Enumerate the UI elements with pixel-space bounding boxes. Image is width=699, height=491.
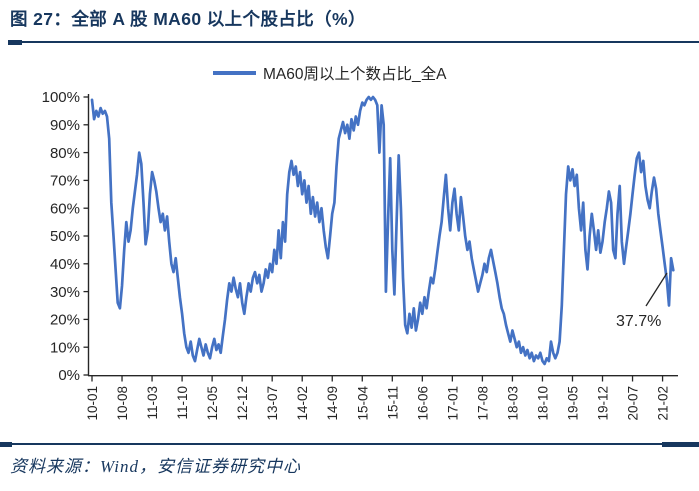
x-tick-label: 15-04 bbox=[355, 386, 370, 421]
y-tick-label: 100% bbox=[42, 89, 80, 106]
x-axis-ticks: 10-01 10-08 11-03 11-10 12-05 12-12 13-07 14-02… bbox=[85, 375, 671, 421]
x-tick-label: 12-05 bbox=[205, 386, 220, 421]
annotation-value-label: 37.7% bbox=[616, 313, 661, 330]
x-tick-label: 18-10 bbox=[535, 386, 550, 421]
y-tick-label: 90% bbox=[50, 117, 80, 134]
x-tick-label: 10-01 bbox=[85, 386, 100, 421]
x-tick-label: 17-01 bbox=[445, 386, 460, 421]
x-tick-label: 11-10 bbox=[175, 386, 190, 420]
x-tick-label: 12-12 bbox=[235, 386, 250, 421]
footer-divider-accent-left bbox=[0, 442, 12, 447]
x-tick-label: 10-08 bbox=[115, 386, 130, 421]
title-divider bbox=[0, 40, 699, 46]
y-tick-label: 30% bbox=[50, 284, 80, 301]
y-tick-label: 20% bbox=[50, 312, 80, 329]
legend-line-marker bbox=[213, 71, 256, 75]
y-tick-label: 80% bbox=[50, 145, 80, 162]
footer-divider-accent-right bbox=[662, 442, 699, 447]
annotation-leader-line bbox=[645, 272, 668, 307]
footer-divider bbox=[0, 442, 699, 448]
x-tick-label: 19-05 bbox=[565, 386, 580, 421]
x-tick-label: 21-02 bbox=[656, 386, 671, 421]
y-tick-label: 10% bbox=[50, 339, 80, 356]
x-tick-label: 19-12 bbox=[596, 386, 611, 421]
y-tick-label: 0% bbox=[58, 367, 80, 384]
x-tick-label: 11-03 bbox=[145, 386, 160, 420]
x-tick-label: 17-08 bbox=[475, 386, 490, 421]
y-axis-ticks: 0% 10% 20% 30% 40% 50% 60% 70% 80% 90% 100% bbox=[42, 89, 89, 384]
y-tick-label: 50% bbox=[50, 228, 80, 245]
x-tick-label: 14-02 bbox=[295, 386, 310, 421]
source-note: 资料来源：Wind，安信证券研究中心 bbox=[10, 457, 301, 476]
x-tick-label: 15-11 bbox=[385, 386, 400, 420]
x-tick-label: 14-09 bbox=[325, 386, 340, 421]
x-tick-label: 20-07 bbox=[626, 386, 641, 421]
figure-title: 图 27：全部 A 股 MA60 以上个股占比（%） bbox=[10, 9, 366, 29]
y-tick-label: 70% bbox=[50, 173, 80, 190]
legend-label: MA60周以上个数占比_全A bbox=[263, 66, 447, 83]
y-tick-label: 60% bbox=[50, 200, 80, 217]
x-tick-label: 16-06 bbox=[415, 386, 430, 421]
x-tick-label: 18-03 bbox=[505, 386, 520, 421]
series-line bbox=[90, 95, 675, 366]
title-divider-line bbox=[8, 41, 699, 43]
legend: MA60周以上个数占比_全A bbox=[213, 62, 446, 84]
footer-divider-line bbox=[0, 443, 699, 445]
x-tick-label: 13-07 bbox=[265, 386, 280, 421]
y-tick-label: 40% bbox=[50, 256, 80, 273]
